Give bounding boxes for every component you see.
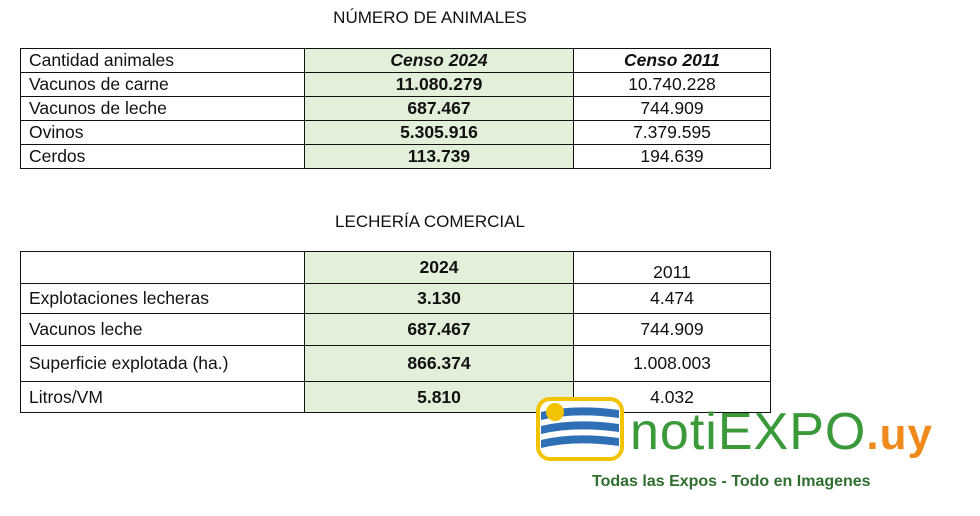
table-row: Vacunos leche 687.467 744.909 xyxy=(20,313,771,346)
table: 2024 2011 Explotaciones lecheras 3.130 4.474… xyxy=(20,251,771,413)
table-cell: Vacunos de leche xyxy=(20,96,305,121)
table-cell: 113.739 xyxy=(304,144,574,169)
header-cell: 2024 xyxy=(304,251,574,284)
table-cell: 10.740.228 xyxy=(573,72,771,97)
table-cell: 11.080.279 xyxy=(304,72,574,97)
table-cell: Superficie explotada (ha.) xyxy=(20,345,305,382)
table-cell: Vacunos leche xyxy=(20,313,305,346)
table-row: Explotaciones lecheras 3.130 4.474 xyxy=(20,283,771,314)
table-cell: Cerdos xyxy=(20,144,305,169)
logo-text: notiEXPO xyxy=(630,403,867,461)
logo-name: notiEXPO.uy xyxy=(630,402,933,462)
table-cell: 687.467 xyxy=(304,96,574,121)
logo-tagline: Todas las Expos - Todo en Imagenes xyxy=(592,473,871,490)
table-cell: 194.639 xyxy=(573,144,771,169)
table-cell: 7.379.595 xyxy=(573,120,771,145)
table-cell: 866.374 xyxy=(304,345,574,382)
table-row: Cerdos 113.739 194.639 xyxy=(20,144,771,169)
table-cell: Vacunos de carne xyxy=(20,72,305,97)
table-cell: 744.909 xyxy=(573,313,771,346)
table-cell: Litros/VM xyxy=(20,381,305,413)
header-cell xyxy=(20,251,305,284)
table-title: NÚMERO DE ANIMALES xyxy=(333,8,527,27)
logo-domain: .uy xyxy=(866,410,933,459)
header-cell: Cantidad animales xyxy=(20,48,305,73)
header-row: 2024 2011 xyxy=(20,251,771,284)
table-cell: 744.909 xyxy=(573,96,771,121)
header-row: Cantidad animales Censo 2024 Censo 2011 xyxy=(20,48,771,73)
table-cell: Explotaciones lecheras xyxy=(20,283,305,314)
table-cell: 5.810 xyxy=(304,381,574,413)
header-cell: Censo 2024 xyxy=(304,48,574,73)
logo-flag xyxy=(536,397,624,461)
table-row: Superficie explotada (ha.) 866.374 1.008.0… xyxy=(20,345,771,382)
header-cell: 2011 xyxy=(573,251,771,284)
table-cell: 5.305.916 xyxy=(304,120,574,145)
table-cell: 687.467 xyxy=(304,313,574,346)
table-cell: Ovinos xyxy=(20,120,305,145)
header-cell: Censo 2011 xyxy=(573,48,771,73)
table: Cantidad animales Censo 2024 Censo 2011 Vac… xyxy=(20,48,771,169)
table-title: LECHERÍA COMERCIAL xyxy=(335,212,525,231)
table-cell: 3.130 xyxy=(304,283,574,314)
table-row: Ovinos 5.305.916 7.379.595 xyxy=(20,120,771,145)
table-row: Litros/VM 5.810 4.032 xyxy=(20,381,771,413)
table-row: Vacunos de carne 11.080.279 10.740.228 xyxy=(20,72,771,97)
table-cell: 4.474 xyxy=(573,283,771,314)
table-cell: 1.008.003 xyxy=(573,345,771,382)
table-row: Vacunos de leche 687.467 744.909 xyxy=(20,96,771,121)
